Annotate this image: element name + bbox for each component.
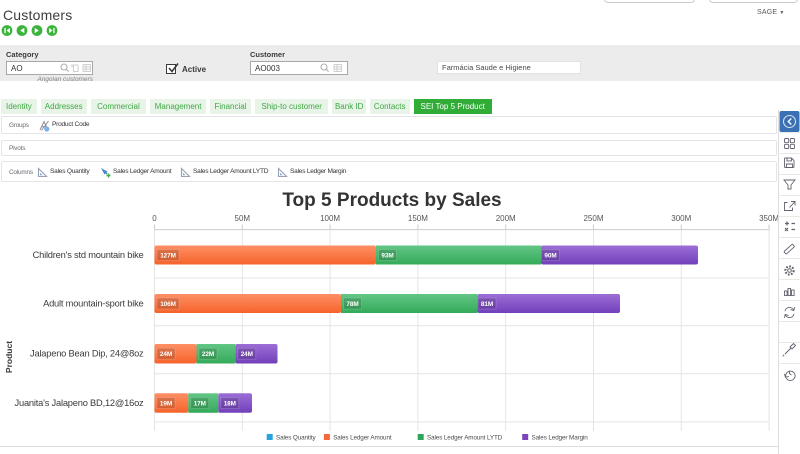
svg-text:Jalapeno Bean Dip, 24@8oz: Jalapeno Bean Dip, 24@8oz xyxy=(30,349,144,359)
svg-text:22M: 22M xyxy=(202,351,214,358)
svg-text:50M: 50M xyxy=(235,214,251,223)
svg-text:19M: 19M xyxy=(160,400,172,407)
svg-text:Product: Product xyxy=(4,341,14,373)
svg-text:Children's std mountain bike: Children's std mountain bike xyxy=(33,250,144,260)
svg-text:90M: 90M xyxy=(544,252,556,259)
svg-text:24M: 24M xyxy=(241,351,253,358)
svg-text:350M: 350M xyxy=(759,214,778,223)
svg-text:18M: 18M xyxy=(224,400,236,407)
svg-text:Sales Ledger Amount: Sales Ledger Amount xyxy=(333,435,392,442)
svg-text:200M: 200M xyxy=(496,214,516,223)
svg-text:250M: 250M xyxy=(583,214,603,223)
svg-text:300M: 300M xyxy=(671,214,691,223)
svg-text:0: 0 xyxy=(152,214,157,223)
svg-text:100M: 100M xyxy=(320,214,340,223)
svg-text:106M: 106M xyxy=(160,301,176,308)
svg-text:Juanita's Jalapeno BD,12@16oz: Juanita's Jalapeno BD,12@16oz xyxy=(15,398,144,408)
svg-text:Sales Ledger Margin: Sales Ledger Margin xyxy=(532,435,589,442)
svg-text:Sales Quantity: Sales Quantity xyxy=(276,435,317,442)
svg-text:17M: 17M xyxy=(194,400,206,407)
svg-text:Sales Ledger Amount LYTD: Sales Ledger Amount LYTD xyxy=(427,435,503,442)
svg-text:Top 5 Products by Sales: Top 5 Products by Sales xyxy=(282,190,501,211)
svg-text:93M: 93M xyxy=(381,252,393,259)
svg-text:24M: 24M xyxy=(160,351,172,358)
svg-text:78M: 78M xyxy=(346,301,358,308)
svg-text:127M: 127M xyxy=(160,252,176,259)
svg-text:81M: 81M xyxy=(481,301,493,308)
svg-text:Adult mountain-sport bike: Adult mountain-sport bike xyxy=(43,299,143,309)
svg-text:150M: 150M xyxy=(408,214,428,223)
